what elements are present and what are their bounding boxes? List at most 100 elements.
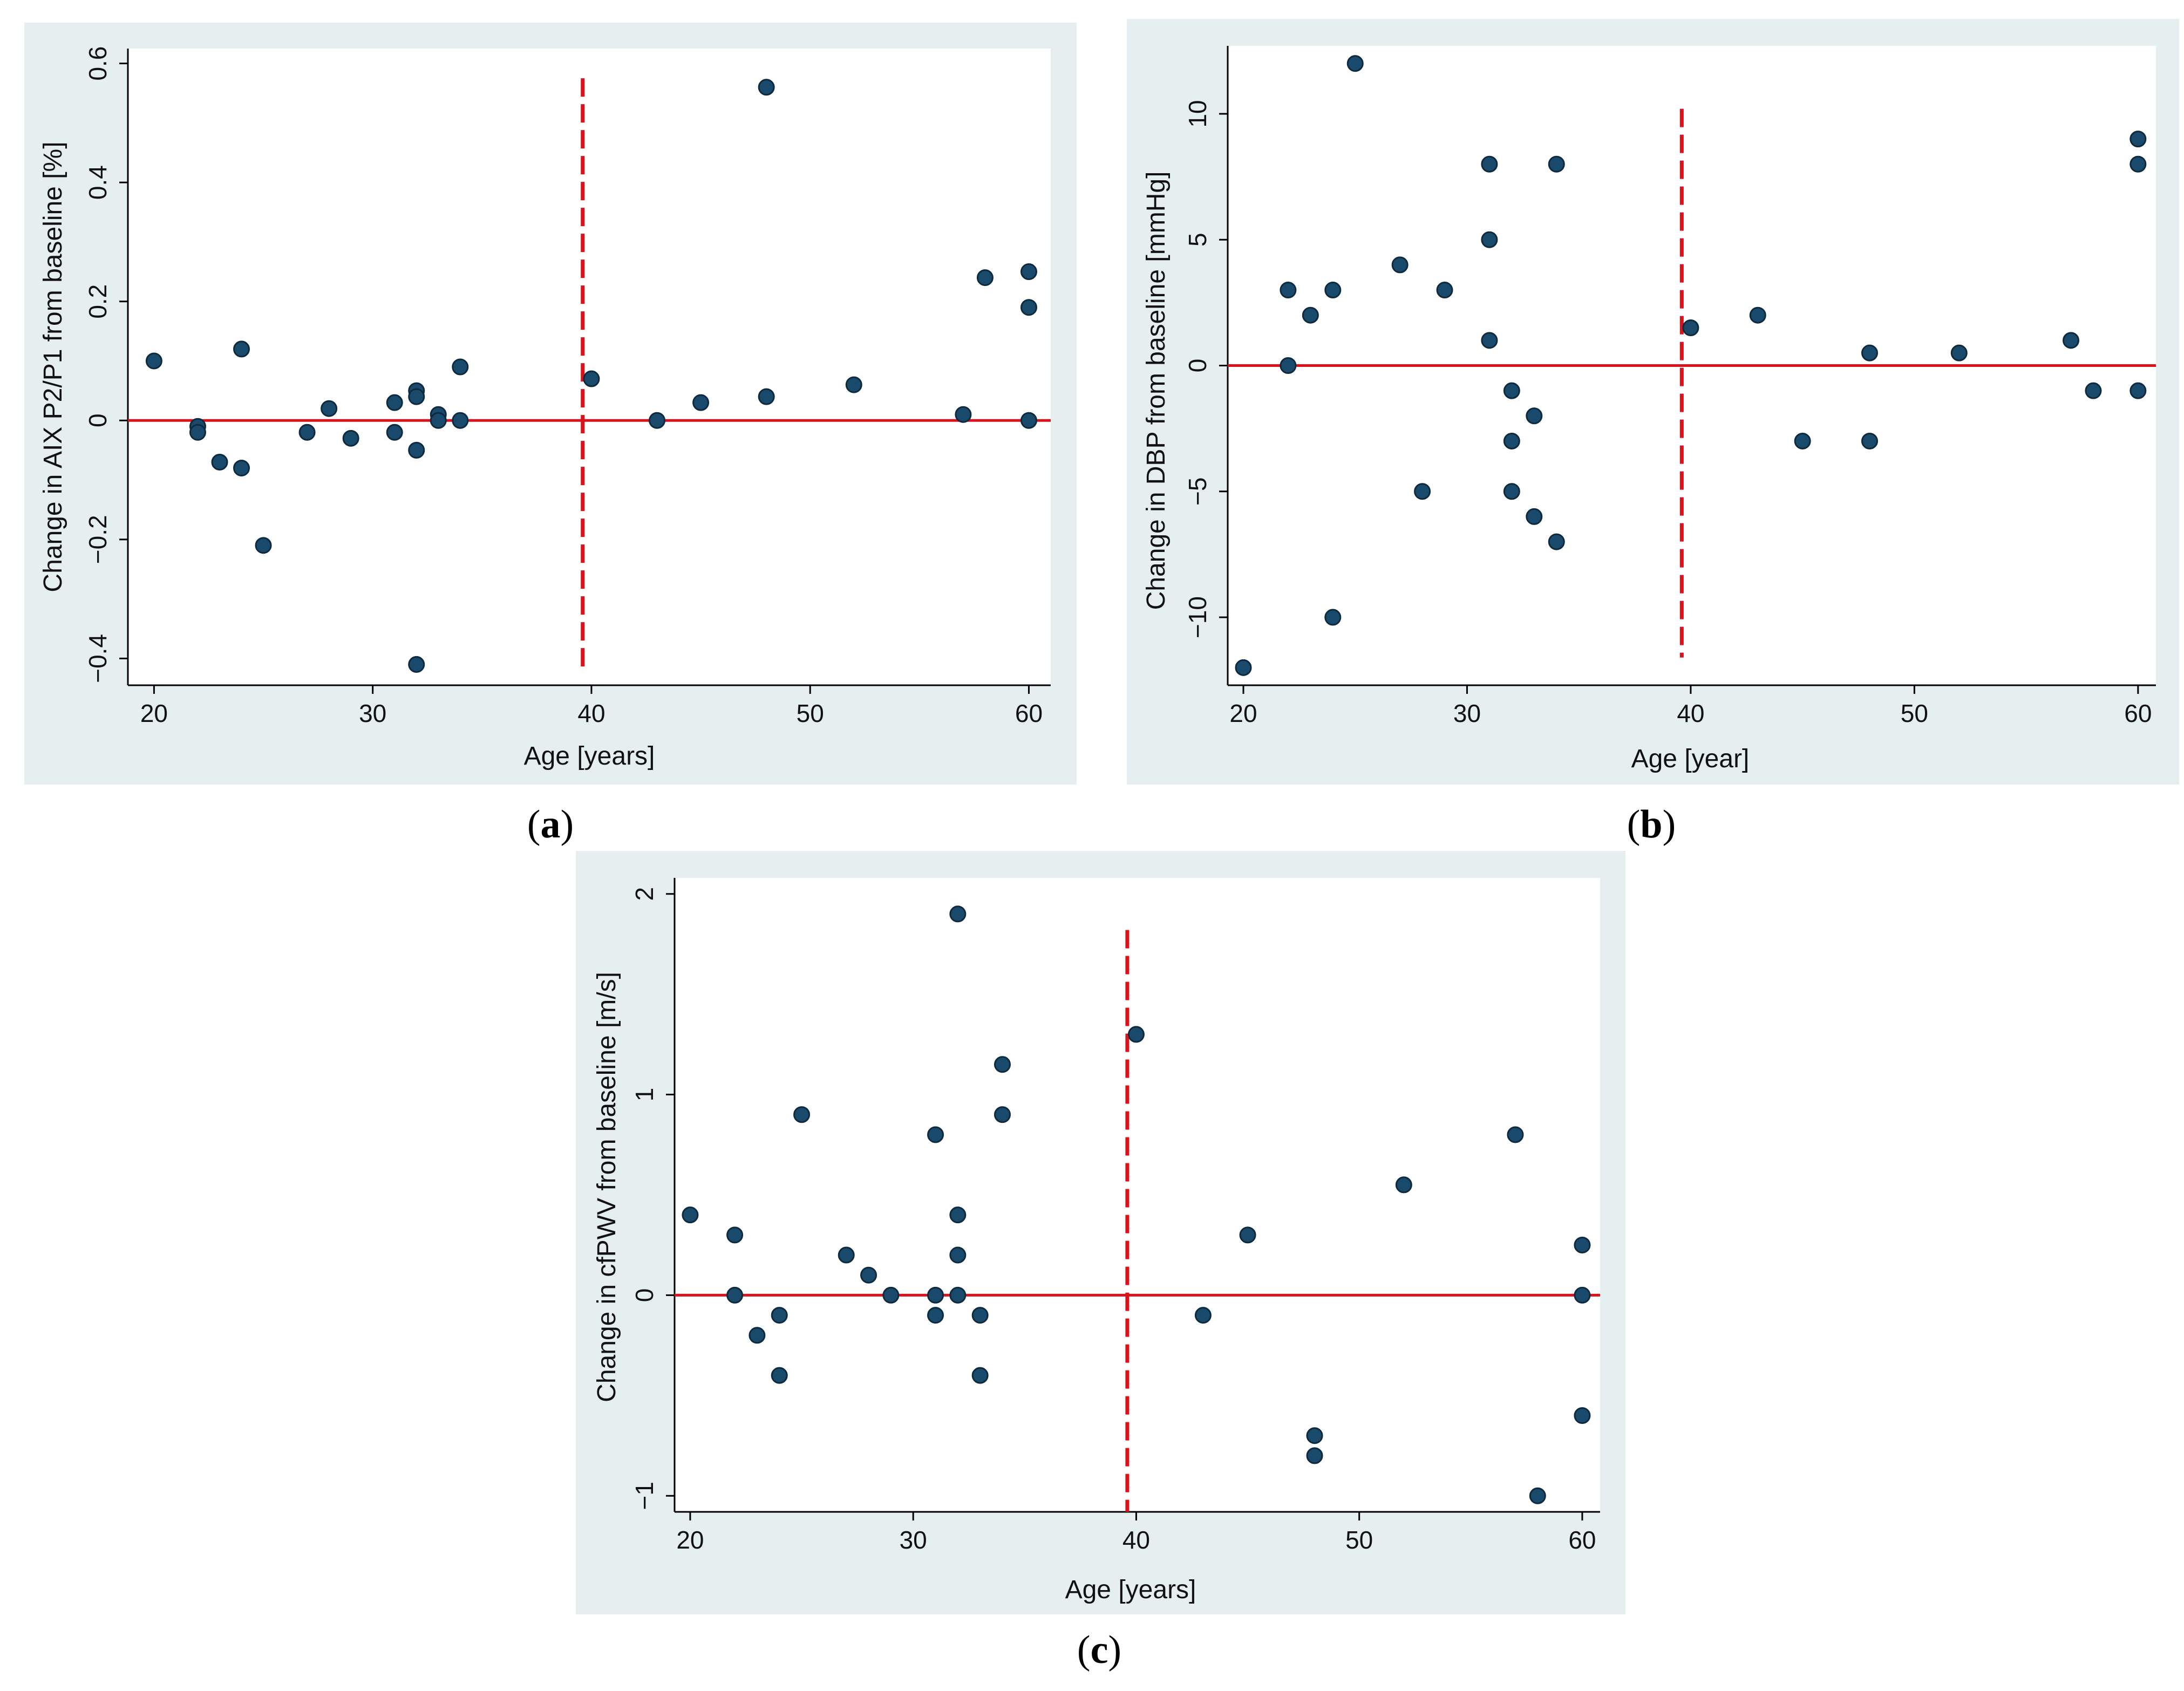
panel-a-data-point (1020, 412, 1037, 429)
panel-a-data-point (233, 340, 250, 358)
panel-c-data-point (1306, 1427, 1323, 1444)
panel-a-data-point (1020, 299, 1037, 316)
panel-c-x-tick-label: 40 (1122, 1526, 1150, 1554)
panel-b-x-tick-label: 50 (1901, 699, 1928, 727)
panel-c-x-tick-label: 50 (1345, 1526, 1373, 1554)
panel-c-data-point (994, 1106, 1011, 1123)
panel-b-data-point (1481, 332, 1498, 349)
panel-c-axes: 20 30 40 50 60 −1 0 1 2 (630, 878, 1600, 1554)
panel-c-data-point (771, 1307, 788, 1324)
panel-c-data-point (949, 905, 967, 923)
panel-a-axes: 20 30 40 50 60 −0.4 −0.2 0 0.2 0.4 0.6 (84, 46, 1051, 727)
panel-a-x-tick-label: 60 (1015, 699, 1043, 727)
panel-b-data-point (1324, 282, 1342, 299)
panel-c-data-point (1239, 1226, 1256, 1244)
panel-c-data-point (949, 1206, 967, 1224)
panel-b-data-point (1346, 55, 1364, 72)
panel-b-x-tick-label: 40 (1677, 699, 1704, 727)
panel-b-data-point (2063, 332, 2080, 349)
panel-b: 20 30 40 50 60 −10 −5 0 5 10 Age [year] Change in… (1127, 19, 2179, 847)
panel-c-x-tick-label: 60 (1568, 1526, 1596, 1554)
panel-a-y-tick-label: 0.6 (84, 46, 112, 81)
panel-a-data-point (386, 424, 403, 441)
panel-b-data-point (1481, 155, 1498, 173)
panel-c-y-tick-label: 1 (630, 1088, 658, 1102)
panel-c-y-axis-title: Change in cfPWV from baseline [m/s] (593, 972, 621, 1402)
panel-a-y-tick-label: 0 (84, 413, 112, 427)
panel-c-data-point (1395, 1176, 1412, 1194)
panel-a-data-point (233, 459, 250, 476)
panel-b-data-point (1503, 432, 1520, 449)
panel-c-data-point (1529, 1487, 1546, 1504)
panel-a-data-point (1020, 263, 1037, 281)
panel-a-data-point (955, 406, 972, 423)
panel-a-y-tick-label: 0.4 (84, 165, 112, 200)
panel-c-data-point (771, 1367, 788, 1384)
panel-c-data-point (882, 1286, 900, 1304)
panel-c-caption: (c) (1077, 1628, 1121, 1672)
panel-a-data-point (430, 412, 447, 429)
panel-b-data-point (1481, 231, 1498, 248)
panel-b-data-point (1794, 432, 1811, 449)
panel-b-y-tick-label: −10 (1183, 596, 1212, 638)
panel-c-data-point (1574, 1236, 1591, 1253)
panel-a-data-point (845, 376, 862, 393)
panel-c-data-point (949, 1246, 967, 1264)
panel-a-data-point (758, 79, 775, 96)
panel-b-data-point (1503, 382, 1520, 399)
panel-b-data-point (1749, 306, 1766, 324)
panel-a-x-tick-label: 20 (140, 699, 168, 727)
panel-a-caption: (a) (527, 802, 574, 847)
panel-a-data-point (298, 424, 316, 441)
panel-b-data-point (1950, 344, 1968, 362)
panel-b-data-point (2129, 131, 2147, 148)
panel-a-y-tick-label: −0.2 (84, 515, 112, 564)
panel-c-y-tick-label: 0 (630, 1288, 658, 1303)
panel-a-data-point (342, 429, 359, 447)
panel-a-data-point (321, 400, 338, 417)
panel-a-data-point (452, 358, 469, 376)
panel-a-data-point (692, 394, 710, 411)
panel-c: 20 30 40 50 60 −1 0 1 2 Age [years] Change in cf… (576, 851, 1625, 1672)
panel-b-data-point (2085, 382, 2102, 399)
panel-b-caption-letter: b (1640, 802, 1662, 847)
panel-a-data-point (189, 424, 206, 441)
panel-c-data-point (682, 1206, 699, 1224)
panel-a-y-tick-label: −0.4 (84, 634, 112, 683)
panel-b-x-tick-label: 60 (2124, 699, 2152, 727)
panel-c-data-point (994, 1056, 1011, 1073)
panel-b-data-point (1324, 609, 1342, 626)
panel-b-y-axis-title: Change in DBP from baseline [mmHg] (1142, 172, 1171, 610)
panel-c-data-point (927, 1126, 944, 1143)
panel-b-y-tick-label: 10 (1183, 100, 1212, 127)
panel-c-data-point (1507, 1126, 1524, 1143)
panel-c-data-point (860, 1266, 877, 1284)
panel-b-data-point (2129, 382, 2147, 399)
panel-c-data-point (793, 1106, 811, 1123)
panel-a-data-point (758, 388, 775, 405)
panel-a-data-point (408, 388, 425, 405)
panel-a-data-point (145, 352, 162, 370)
panel-b-data-point (1682, 319, 1699, 337)
panel-b-data-point (1280, 282, 1297, 299)
panel-b-data-point (1548, 533, 1565, 550)
panel-b-data-point (1391, 256, 1409, 274)
panel-b-x-tick-label: 20 (1229, 699, 1257, 727)
panel-b-axes: 20 30 40 50 60 −10 −5 0 5 10 (1183, 46, 2156, 727)
panel-c-data-point (1574, 1286, 1591, 1304)
panel-b-data-point (1235, 659, 1252, 676)
panel-c-data-point (726, 1286, 744, 1304)
panel-c-data-point (927, 1307, 944, 1324)
panel-c-data-point (927, 1286, 944, 1304)
panel-a-x-tick-label: 40 (577, 699, 605, 727)
panel-b-data-point (1436, 282, 1453, 299)
panel-a-data-point (408, 656, 425, 673)
panel-b-x-axis-title: Age [year] (1631, 745, 1750, 773)
panel-c-x-tick-label: 20 (676, 1526, 704, 1554)
panel-c-plot-area (675, 878, 1600, 1512)
panel-a-data-point (976, 269, 994, 287)
panel-a-y-axis-title: Change in AIX P2/P1 from baseline [%] (39, 141, 67, 592)
panel-a-plot-area (128, 49, 1051, 685)
panel-b-data-point (1280, 357, 1297, 374)
